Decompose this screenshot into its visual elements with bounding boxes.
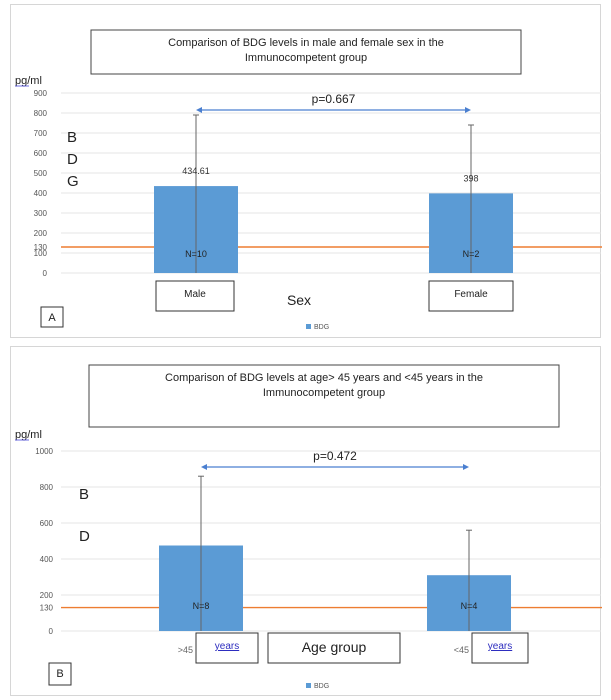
title-box — [90, 29, 522, 75]
category-label: years — [488, 641, 512, 652]
panel-label-box — [48, 662, 72, 686]
n-label: N=2 — [463, 249, 480, 259]
y-axis-label-letter: B — [67, 129, 77, 146]
x-axis-label: Age group — [302, 639, 367, 655]
arrow-head-right — [465, 107, 471, 113]
y-tick-label: 700 — [34, 129, 48, 138]
y-tick-label: 130 — [34, 243, 48, 252]
y-tick-label: 300 — [34, 209, 48, 218]
category-prefix: >45 — [178, 645, 193, 655]
category-label-box — [155, 280, 235, 312]
chart-a-svg: Comparison of BDG levels in male and fem… — [15, 29, 602, 331]
chart-title-line1: Comparison of BDG levels in male and fem… — [168, 37, 444, 49]
y-axis-unit: pg/ml — [15, 429, 42, 441]
title-box — [88, 364, 560, 428]
y-tick-label: 200 — [34, 229, 48, 238]
n-label: N=4 — [461, 601, 478, 611]
panel-label: A — [48, 312, 56, 324]
category-label: years — [215, 641, 239, 652]
y-tick-label: 900 — [34, 89, 48, 98]
legend-swatch — [306, 683, 311, 688]
y-axis-label-letter: D — [79, 528, 90, 545]
legend-label: BDG — [314, 324, 329, 331]
y-tick-label: 500 — [34, 169, 48, 178]
x-axis-label-box — [267, 632, 401, 664]
y-tick-label: 200 — [40, 591, 54, 600]
y-tick-label: 1000 — [35, 447, 53, 456]
x-axis-label: Sex — [287, 292, 311, 308]
category-label: Female — [454, 289, 488, 300]
y-tick-label: 800 — [34, 109, 48, 118]
legend-label: BDG — [314, 683, 329, 690]
chart-title-line2: Immunocompetent group — [245, 52, 367, 64]
panel-label-box — [40, 306, 64, 328]
y-tick-label: 0 — [49, 627, 54, 636]
y-tick-label: 0 — [43, 269, 48, 278]
y-tick-label: 100 — [34, 249, 48, 258]
n-label: N=10 — [185, 249, 207, 259]
chart-panel-a: Comparison of BDG levels in male and fem… — [10, 4, 602, 338]
arrow-head-left — [201, 464, 207, 470]
arrow-head-left — [196, 107, 202, 113]
y-tick-label: 600 — [34, 149, 48, 158]
y-axis-unit: pg/ml — [15, 75, 42, 87]
chart-panel-b: Comparison of BDG levels at age> 45 year… — [10, 346, 602, 696]
category-label-box — [195, 632, 259, 664]
y-tick-label: 130 — [40, 604, 54, 613]
data-label: 398 — [463, 173, 478, 183]
p-value-label: p=0.472 — [313, 449, 357, 463]
y-tick-label: 800 — [40, 483, 54, 492]
chart-title-line1: Comparison of BDG levels at age> 45 year… — [165, 372, 483, 384]
y-tick-label: 400 — [40, 555, 54, 564]
y-tick-label: 600 — [40, 519, 54, 528]
chart-title-line2: Immunocompetent group — [263, 387, 385, 399]
y-axis-label-letter: B — [79, 486, 89, 503]
category-label-box — [428, 280, 514, 312]
p-value-label: p=0.667 — [312, 92, 356, 106]
n-label: N=8 — [193, 601, 210, 611]
arrow-head-right — [463, 464, 469, 470]
y-axis-label-letter: G — [67, 173, 79, 190]
y-axis-label-letter: D — [67, 151, 78, 168]
chart-b-svg: Comparison of BDG levels at age> 45 year… — [15, 364, 602, 690]
y-tick-label: 400 — [34, 189, 48, 198]
category-prefix: <45 — [454, 645, 469, 655]
panel-label: B — [56, 668, 63, 680]
category-label-box — [471, 632, 529, 664]
data-label: 434.61 — [182, 166, 210, 176]
category-label: Male — [184, 289, 206, 300]
legend-swatch — [306, 324, 311, 329]
